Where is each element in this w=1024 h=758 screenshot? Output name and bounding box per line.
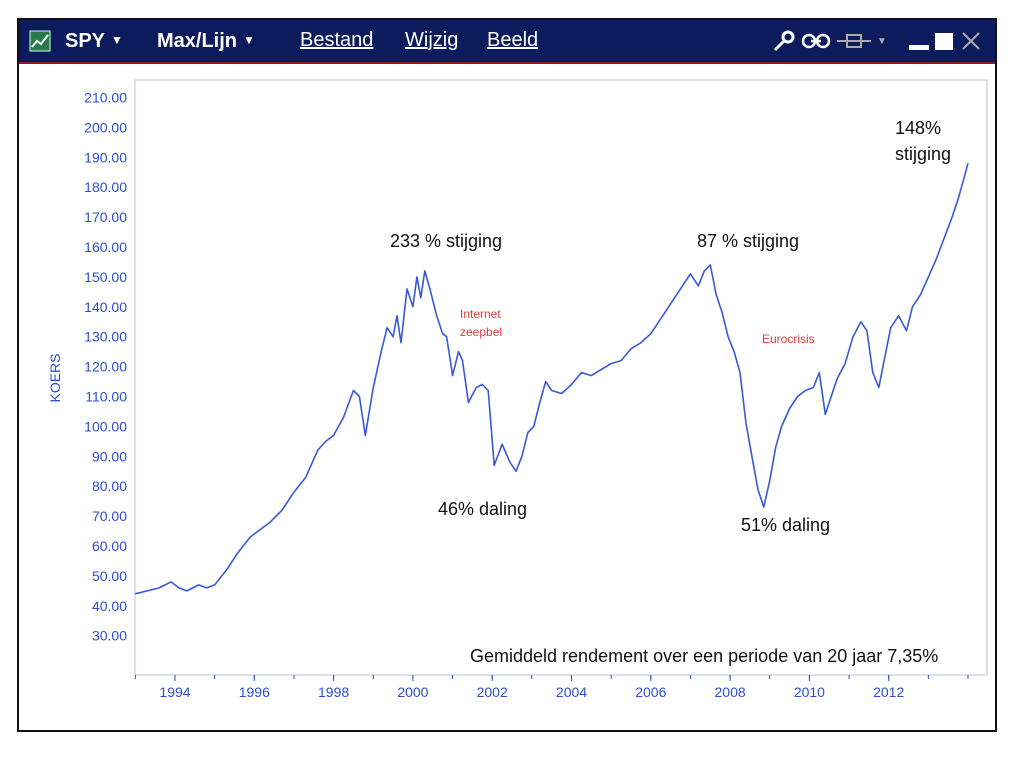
x-tick-label: 2000 bbox=[397, 684, 428, 700]
x-tick-label: 2002 bbox=[477, 684, 508, 700]
y-tick-label: 50.00 bbox=[92, 568, 127, 584]
x-tick-label: 2008 bbox=[715, 684, 746, 700]
x-tick-label: 1996 bbox=[239, 684, 270, 700]
annotation-zeepbel: zeepbel bbox=[460, 325, 502, 339]
menu-beeld[interactable]: Beeld bbox=[487, 29, 539, 51]
x-tick-label: 2010 bbox=[794, 684, 825, 700]
close-icon[interactable] bbox=[962, 32, 980, 50]
annotation-eurocrisis: Eurocrisis bbox=[762, 332, 815, 346]
annotation-peak-2007: 87 % stijging bbox=[697, 231, 799, 251]
y-tick-label: 110.00 bbox=[85, 389, 127, 405]
y-tick-label: 80.00 bbox=[92, 478, 127, 494]
series-line-spy bbox=[135, 163, 969, 595]
x-tick-label: 2006 bbox=[635, 684, 666, 700]
y-axis-label: KOERS bbox=[47, 353, 63, 402]
maximize-icon[interactable] bbox=[935, 33, 953, 50]
y-tick-label: 190.00 bbox=[84, 149, 127, 165]
menu-wijzig[interactable]: Wijzig bbox=[405, 29, 459, 51]
annotation-trough-2002: 46% daling bbox=[438, 499, 527, 519]
y-tick-label: 210.00 bbox=[84, 90, 127, 106]
x-tick-label: 1994 bbox=[159, 684, 190, 700]
link-icon[interactable] bbox=[801, 33, 831, 49]
y-tick-label: 150.00 bbox=[84, 269, 127, 285]
x-tick-label: 2004 bbox=[556, 684, 587, 700]
chevron-down-icon: ▼ bbox=[111, 33, 123, 47]
y-tick-label: 140.00 bbox=[84, 299, 127, 315]
x-tick-label: 1998 bbox=[318, 684, 349, 700]
series-group bbox=[135, 163, 969, 595]
annotation-internet: Internet bbox=[460, 307, 501, 321]
annotation-trough-2009: 51% daling bbox=[741, 515, 830, 535]
x-axis: 1994 1996 1998 2000 2002 2004 2006 2008 2010 2012 bbox=[134, 675, 969, 700]
y-tick-label: 60.00 bbox=[92, 538, 127, 554]
annotations: 233 % stijging Internet zeepbel 46% dali… bbox=[390, 118, 951, 666]
menu-bestand[interactable]: Bestand bbox=[300, 29, 374, 51]
annotation-rise-word: stijging bbox=[895, 144, 951, 164]
app-chart-icon[interactable] bbox=[29, 30, 51, 52]
y-tick-label: 40.00 bbox=[92, 598, 127, 614]
y-tick-label: 100.00 bbox=[84, 418, 127, 434]
y-tick-label: 30.00 bbox=[92, 628, 127, 644]
annotation-rise-pct: 148% bbox=[895, 118, 941, 138]
annotation-footer: Gemiddeld rendement over een periode van… bbox=[470, 646, 938, 666]
y-tick-label: 160.00 bbox=[84, 239, 127, 255]
y-tick-label: 90.00 bbox=[92, 448, 127, 464]
wrench-icon[interactable] bbox=[773, 30, 795, 52]
y-axis: 210.00 200.00 190.00 180.00 170.00 160.00 150.… bbox=[84, 90, 127, 644]
title-bar: SPY ▼ Max/Lijn ▼ Bestand Wijzig Beeld ▼ bbox=[19, 20, 995, 64]
svg-text:▼: ▼ bbox=[877, 36, 887, 47]
minimize-icon[interactable] bbox=[909, 45, 929, 50]
plot-area bbox=[134, 79, 988, 676]
mode-selector[interactable]: Max/Lijn ▼ bbox=[157, 27, 255, 54]
mode-label: Max/Lijn bbox=[157, 30, 238, 52]
x-tick-label: 2012 bbox=[873, 684, 904, 700]
annotation-peak-2000: 233 % stijging bbox=[390, 231, 502, 251]
y-tick-label: 180.00 bbox=[84, 179, 127, 195]
y-tick-label: 70.00 bbox=[92, 508, 127, 524]
y-tick-label: 120.00 bbox=[84, 359, 127, 375]
y-tick-label: 130.00 bbox=[84, 329, 127, 345]
window-controls: ▼ bbox=[773, 30, 980, 52]
chevron-down-icon: ▼ bbox=[243, 33, 255, 47]
symbol-label: SPY bbox=[65, 30, 106, 52]
pin-icon[interactable]: ▼ bbox=[837, 34, 887, 48]
y-tick-label: 200.00 bbox=[84, 119, 127, 135]
symbol-selector[interactable]: SPY ▼ bbox=[65, 27, 123, 54]
y-tick-label: 170.00 bbox=[84, 209, 127, 225]
